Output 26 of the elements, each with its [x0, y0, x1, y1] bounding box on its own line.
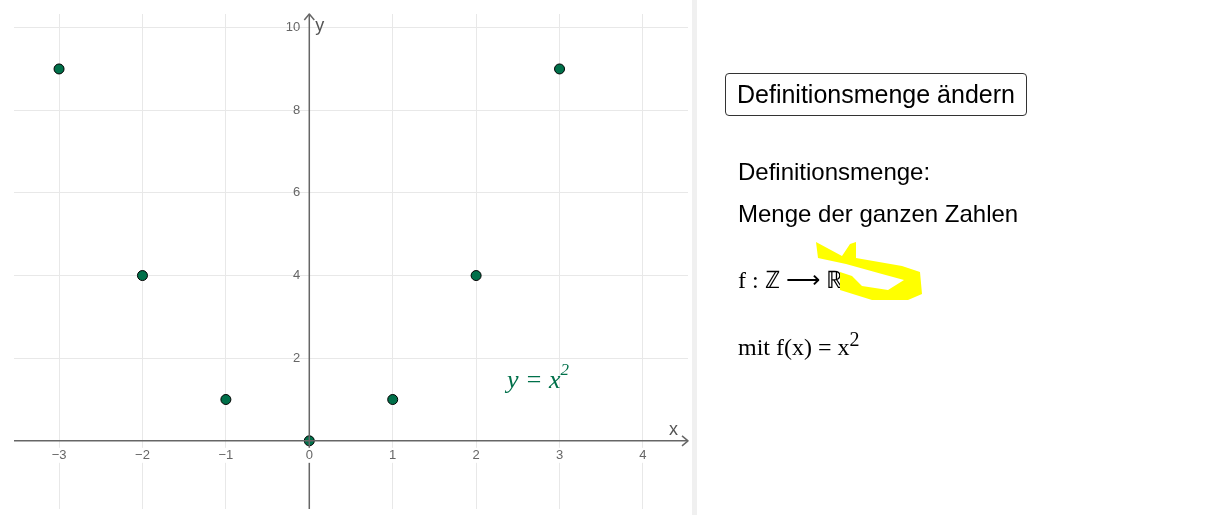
point: [136, 270, 148, 282]
x-tick-label: 2: [472, 446, 480, 462]
point: [53, 63, 65, 75]
x-tick-label: −2: [135, 446, 150, 462]
text: mit f(x) = x$^{2}$: [738, 328, 860, 361]
x-tick-label: −1: [218, 446, 234, 462]
x-tick-label: 0: [305, 446, 313, 462]
x-tick-label: 3: [555, 446, 564, 462]
x-tick-label: 1: [389, 446, 397, 462]
x-tick-label: 4: [639, 446, 647, 462]
y-tick-label: 2: [293, 349, 301, 365]
y-tick-label: 6: [293, 184, 301, 200]
point: [387, 394, 399, 406]
x-axis-title: x: [669, 418, 678, 439]
text: Definitionsmenge:: [738, 158, 931, 186]
y-tick-label: 10: [285, 19, 301, 35]
y-tick-label: 8: [293, 101, 301, 117]
point: [554, 63, 566, 75]
point: [470, 270, 482, 282]
text: Definitionsmenge ändern: [725, 73, 1027, 116]
x-tick-label: −3: [51, 446, 67, 462]
text: Menge der ganzen Zahlen: [738, 200, 1019, 228]
text: f : ℤ ⟶ ℝ: [738, 266, 843, 295]
y-axis-title: y: [315, 14, 325, 35]
y-tick-label: 4: [293, 267, 301, 283]
point: [220, 394, 232, 406]
